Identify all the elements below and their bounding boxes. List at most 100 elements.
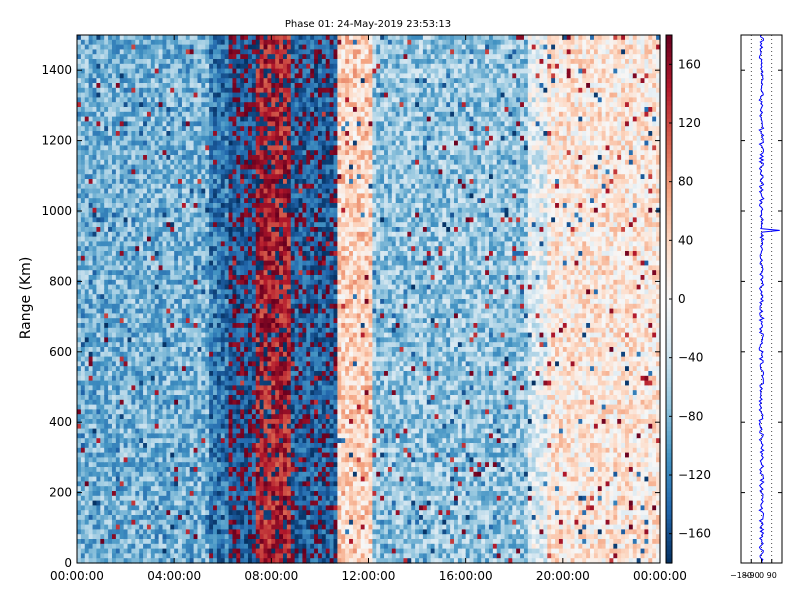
heatmap-cell <box>182 491 186 496</box>
heatmap-cell <box>104 549 108 554</box>
heatmap-cell <box>93 227 97 232</box>
heatmap-cell <box>244 131 248 136</box>
heatmap-cell <box>85 150 89 155</box>
heatmap-cell <box>155 390 159 395</box>
heatmap-cell <box>197 366 201 371</box>
heatmap-cell <box>100 169 104 174</box>
heatmap-cell <box>131 184 135 189</box>
heatmap-cell <box>174 505 178 510</box>
heatmap-cell <box>96 246 100 251</box>
heatmap-cell <box>77 88 81 93</box>
heatmap-cell <box>178 328 182 333</box>
heatmap-cell <box>151 126 155 131</box>
heatmap-cell <box>96 179 100 184</box>
heatmap-cell <box>124 213 128 218</box>
heatmap-cell <box>124 419 128 424</box>
heatmap-cell <box>166 59 170 64</box>
heatmap-cell <box>178 448 182 453</box>
heatmap-cell <box>143 366 147 371</box>
heatmap-cell <box>221 64 225 69</box>
heatmap-cell <box>93 217 97 222</box>
heatmap-cell <box>190 337 194 342</box>
heatmap-cell <box>128 304 132 309</box>
heatmap-cell <box>143 217 147 222</box>
heatmap-cell <box>232 246 236 251</box>
heatmap-cell <box>120 491 124 496</box>
heatmap-cell <box>81 165 85 170</box>
heatmap-cell <box>236 390 240 395</box>
heatmap-cell <box>85 102 89 107</box>
heatmap-cell <box>85 318 89 323</box>
heatmap-cell <box>159 395 163 400</box>
heatmap-cell <box>244 342 248 347</box>
heatmap-cell <box>166 241 170 246</box>
heatmap-cell <box>178 477 182 482</box>
heatmap-cell <box>213 309 217 314</box>
heatmap-cell <box>151 136 155 141</box>
heatmap-cell <box>244 275 248 280</box>
heatmap-cell <box>104 237 108 242</box>
heatmap-cell <box>139 285 143 290</box>
heatmap-cell <box>116 505 120 510</box>
heatmap-cell <box>174 424 178 429</box>
heatmap-cell <box>163 438 167 443</box>
heatmap-cell <box>197 40 201 45</box>
heatmap-cell <box>77 409 81 414</box>
heatmap-cell <box>232 433 236 438</box>
heatmap-cell <box>100 529 104 534</box>
heatmap-cell <box>116 93 120 98</box>
heatmap-cell <box>96 160 100 165</box>
heatmap-cell <box>116 213 120 218</box>
heatmap-cell <box>217 352 221 357</box>
heatmap-cell <box>209 165 213 170</box>
heatmap-cell <box>252 83 256 88</box>
heatmap-cell <box>77 491 81 496</box>
heatmap-cell <box>104 477 108 482</box>
heatmap-cell <box>135 88 139 93</box>
heatmap-cell <box>190 107 194 112</box>
heatmap-cell <box>217 510 221 515</box>
heatmap-cell <box>170 376 174 381</box>
heatmap-cell <box>139 155 143 160</box>
heatmap-cell <box>124 453 128 458</box>
heatmap-cell <box>77 443 81 448</box>
heatmap-cell <box>116 165 120 170</box>
heatmap-cell <box>201 45 205 50</box>
heatmap-cell <box>128 342 132 347</box>
heatmap-cell <box>124 150 128 155</box>
heatmap-cell <box>131 112 135 117</box>
heatmap-cell <box>139 357 143 362</box>
heatmap-cell <box>81 553 85 558</box>
heatmap-cell <box>194 45 198 50</box>
heatmap-cell <box>209 544 213 549</box>
heatmap-cell <box>163 486 167 491</box>
heatmap-cell <box>252 160 256 165</box>
heatmap-cell <box>178 174 182 179</box>
heatmap-cell <box>128 189 132 194</box>
heatmap-cell <box>100 294 104 299</box>
heatmap-cell <box>151 107 155 112</box>
heatmap-cell <box>100 390 104 395</box>
heatmap-cell <box>143 261 147 266</box>
heatmap-cell <box>221 419 225 424</box>
heatmap-cell <box>104 481 108 486</box>
heatmap-cell <box>77 280 81 285</box>
heatmap-cell <box>108 328 112 333</box>
heatmap-cell <box>232 227 236 232</box>
heatmap-cell <box>236 299 240 304</box>
heatmap-cell <box>128 88 132 93</box>
heatmap-cell <box>221 510 225 515</box>
heatmap-cell <box>190 174 194 179</box>
heatmap-cell <box>81 462 85 467</box>
heatmap-cell <box>128 347 132 352</box>
heatmap-cell <box>194 309 198 314</box>
heatmap-cell <box>81 59 85 64</box>
heatmap-cell <box>240 45 244 50</box>
heatmap-cell <box>178 97 182 102</box>
heatmap-cell <box>77 313 81 318</box>
heatmap-cell <box>135 184 139 189</box>
heatmap-cell <box>229 49 233 54</box>
heatmap-cell <box>77 121 81 126</box>
heatmap-cell <box>236 246 240 251</box>
heatmap-cell <box>124 491 128 496</box>
